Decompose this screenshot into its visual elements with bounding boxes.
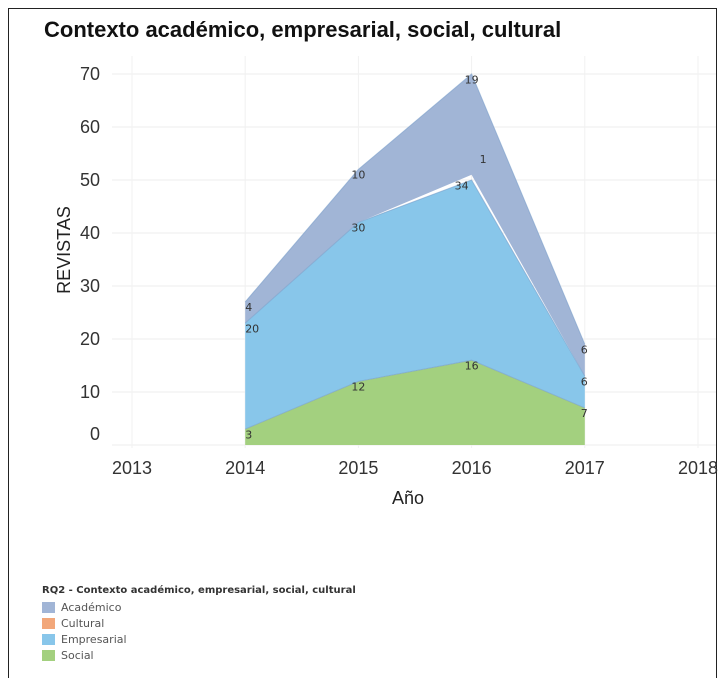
data-label: 34	[455, 179, 469, 192]
legend-item-social: Social	[42, 647, 356, 663]
y-tick-label: 40	[80, 223, 100, 243]
y-axis: 0 10 20 30 40 50 60 70	[80, 64, 100, 444]
legend-label: Social	[61, 648, 94, 662]
legend-item-empresarial: Empresarial	[42, 631, 356, 647]
y-axis-title: REVISTAS	[54, 206, 74, 294]
y-tick-label: 0	[90, 424, 100, 444]
line-layer	[244, 73, 586, 430]
legend-swatch	[42, 649, 55, 661]
x-tick-label: 2013	[112, 458, 152, 478]
legend-swatch	[42, 617, 55, 629]
legend-item-cultural: Cultural	[42, 615, 356, 631]
x-tick-label: 2018	[678, 458, 718, 478]
y-tick-label: 20	[80, 329, 100, 349]
legend-swatch	[42, 601, 55, 613]
line-empresarial	[244, 179, 586, 377]
data-label-layer: 3 12 16 7 20 30 34 6 1 4 10 19 6	[245, 73, 588, 441]
data-label: 3	[245, 428, 252, 441]
legend-item-académico: Académico	[42, 599, 356, 615]
data-label: 10	[351, 169, 365, 182]
y-tick-label: 50	[80, 170, 100, 190]
data-label: 7	[581, 407, 588, 420]
x-tick-label: 2014	[225, 458, 265, 478]
x-axis: 2013 2014 2015 2016 2017 2018	[112, 458, 718, 478]
x-tick-label: 2017	[565, 458, 605, 478]
chart-title: Contexto académico, empresarial, social,…	[44, 17, 562, 42]
y-tick-label: 70	[80, 64, 100, 84]
legend-label: Académico	[61, 600, 122, 614]
y-tick-label: 30	[80, 276, 100, 296]
data-label: 16	[465, 360, 479, 373]
data-label: 6	[581, 375, 588, 388]
data-label: 4	[245, 301, 252, 314]
y-tick-label: 60	[80, 117, 100, 137]
line-académico	[244, 73, 586, 345]
legend-items: Académico Cultural Empresarial Social	[42, 599, 356, 663]
area-académico	[245, 74, 585, 377]
area-empresarial	[245, 180, 585, 430]
area-social	[245, 360, 585, 445]
x-tick-label: 2015	[338, 458, 378, 478]
legend: RQ2 - Contexto académico, empresarial, s…	[42, 585, 356, 663]
legend-title: RQ2 - Contexto académico, empresarial, s…	[42, 585, 356, 596]
data-label: 12	[351, 381, 365, 394]
x-axis-title: Año	[392, 488, 424, 508]
data-label: 19	[465, 73, 479, 86]
area-layer	[245, 74, 585, 445]
line-social	[245, 359, 585, 430]
y-tick-label: 10	[80, 382, 100, 402]
data-label: 30	[351, 222, 365, 235]
legend-swatch	[42, 633, 55, 645]
data-label: 20	[245, 322, 259, 335]
x-tick-label: 2016	[452, 458, 492, 478]
legend-label: Empresarial	[61, 632, 127, 646]
legend-label: Cultural	[61, 616, 105, 630]
data-label: 6	[581, 344, 588, 357]
data-label: 1	[480, 153, 487, 166]
